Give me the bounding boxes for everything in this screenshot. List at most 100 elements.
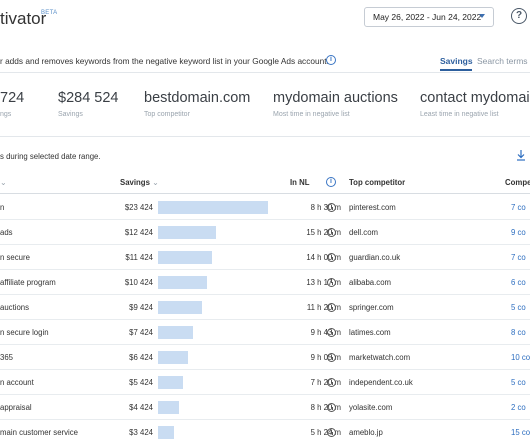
savings-bar — [158, 201, 268, 214]
savings-bar — [158, 226, 216, 239]
in-nl-cell: 8 h 30 m — [310, 203, 341, 212]
column-header-top-competitor[interactable]: Top competitor — [349, 178, 406, 187]
keyword-sort-icon[interactable]: ⌄ — [0, 178, 7, 187]
savings-cell: $11 424 — [125, 253, 153, 262]
app-title: tivator — [0, 9, 47, 28]
clock-icon — [327, 428, 336, 437]
in-nl-cell: 5 h 24 m — [310, 428, 341, 437]
date-range-label: May 26, 2022 - Jun 24, 2022 — [373, 12, 482, 22]
in-nl-cell: 9 h 43 m — [310, 328, 341, 337]
clock-icon — [327, 278, 336, 287]
competitors-count-link[interactable]: 5 co — [511, 303, 526, 312]
competitors-count-link[interactable]: 5 co — [511, 378, 526, 387]
top-competitor-cell: marketwatch.com — [349, 353, 411, 362]
competitors-count-link[interactable]: 7 co — [511, 203, 526, 212]
chevron-down-icon — [479, 14, 485, 18]
savings-bar — [158, 401, 179, 414]
in-nl-cell: 8 h 20 m — [310, 403, 341, 412]
savings-cell: $4 424 — [129, 403, 153, 412]
stat-most-time-label: Most time in negative list — [273, 111, 350, 118]
savings-cell: $3 424 — [129, 428, 153, 437]
clock-icon — [327, 378, 336, 387]
in-nl-cell: 9 h 05 m — [310, 353, 341, 362]
top-competitor-cell: independent.co.uk — [349, 378, 413, 387]
competitors-count-link[interactable]: 6 co — [511, 278, 526, 287]
info-icon[interactable]: i — [326, 55, 336, 65]
stat-least-time-label: Least time in negative list — [420, 111, 499, 118]
info-icon[interactable]: i — [326, 177, 336, 187]
savings-cell: $7 424 — [129, 328, 153, 337]
savings-header-label: Savings — [120, 178, 150, 187]
keyword-cell: main customer service — [0, 428, 78, 437]
help-icon[interactable]: ? — [511, 8, 527, 24]
competitors-count-link[interactable]: 2 co — [511, 403, 526, 412]
top-competitor-cell: pinterest.com — [349, 203, 396, 212]
page-description: r adds and removes keywords from the neg… — [0, 56, 329, 66]
stat-top-competitor-value: bestdomain.com — [144, 90, 251, 106]
keyword-cell: n secure login — [0, 328, 49, 337]
top-competitor-cell: yolasite.com — [349, 403, 393, 412]
stat-least-time-value: contact mydomain — [420, 90, 530, 106]
clock-icon — [327, 328, 336, 337]
in-nl-cell: 15 h 20 m — [306, 228, 341, 237]
keyword-cell: affiliate program — [0, 278, 56, 287]
savings-cell: $9 424 — [129, 303, 153, 312]
table-row[interactable]: n account $5 424 7 h 20 m independent.co.uk… — [0, 370, 530, 395]
range-note: s during selected date range. — [0, 152, 101, 161]
table-row[interactable]: n secure login $7 424 9 h 43 m latimes.com 8… — [0, 320, 530, 345]
clock-icon — [327, 228, 336, 237]
in-nl-cell: 11 h 20 m — [306, 303, 341, 312]
clock-icon — [327, 253, 336, 262]
keyword-cell: appraisal — [0, 403, 32, 412]
clock-icon — [327, 353, 336, 362]
column-header-in-nl[interactable]: In NL — [290, 178, 310, 187]
header-divider — [0, 193, 530, 194]
savings-cell: $10 424 — [124, 278, 153, 287]
table-row[interactable]: main customer service $3 424 5 h 24 m amebl… — [0, 420, 530, 442]
table-row[interactable]: affiliate program $10 424 13 h 17 m alibaba… — [0, 270, 530, 295]
keyword-cell: 365 — [0, 353, 14, 362]
column-header-savings[interactable]: Savings ⌄ — [120, 178, 159, 187]
table-row[interactable]: appraisal $4 424 8 h 20 m yolasite.com 2 co — [0, 395, 530, 420]
table-row[interactable]: auctions $9 424 11 h 20 m springer.com 5 co — [0, 295, 530, 320]
savings-bar — [158, 426, 174, 439]
savings-bar — [158, 251, 212, 264]
top-competitor-cell: latimes.com — [349, 328, 391, 337]
tab-search-terms[interactable]: Search terms — [477, 56, 528, 66]
in-nl-cell: 13 h 17 m — [306, 278, 341, 287]
savings-cell: $23 424 — [124, 203, 153, 212]
competitors-count-link[interactable]: 9 co — [511, 228, 526, 237]
active-tab-indicator — [440, 69, 472, 71]
stat-keywords-label: ngs — [0, 111, 12, 118]
top-competitor-cell: ameblo.jp — [349, 428, 383, 437]
table-row[interactable]: n $23 424 8 h 30 m pinterest.com 7 co — [0, 195, 530, 220]
competitors-count-link[interactable]: 10 co — [511, 353, 530, 362]
in-nl-cell: 14 h 00 m — [306, 253, 341, 262]
stat-savings-value: $284 524 — [58, 90, 119, 106]
tab-savings[interactable]: Savings — [440, 56, 473, 66]
keyword-cell: n — [0, 203, 5, 212]
beta-badge: BETA — [41, 10, 58, 16]
table-row[interactable]: n secure $11 424 14 h 00 m guardian.co.uk 7 … — [0, 245, 530, 270]
table-row[interactable]: 365 $6 424 9 h 05 m marketwatch.com 10 co — [0, 345, 530, 370]
savings-bar — [158, 326, 193, 339]
top-competitor-cell: guardian.co.uk — [349, 253, 401, 262]
table-row[interactable]: ads $12 424 15 h 20 m dell.com 9 co — [0, 220, 530, 245]
competitors-count-link[interactable]: 15 co — [511, 428, 530, 437]
stat-top-competitor-label: Top competitor — [144, 111, 190, 118]
in-nl-cell: 7 h 20 m — [310, 378, 341, 387]
download-icon[interactable] — [516, 149, 526, 161]
column-header-competitors[interactable]: Compe — [505, 178, 530, 187]
clock-icon — [327, 203, 336, 212]
savings-cell: $12 424 — [124, 228, 153, 237]
clock-icon — [327, 403, 336, 412]
competitors-count-link[interactable]: 8 co — [511, 328, 526, 337]
top-competitor-cell: alibaba.com — [349, 278, 392, 287]
keyword-cell: ads — [0, 228, 13, 237]
competitors-count-link[interactable]: 7 co — [511, 253, 526, 262]
savings-bar — [158, 276, 207, 289]
savings-bar — [158, 351, 188, 364]
date-range-picker[interactable]: May 26, 2022 - Jun 24, 2022 — [364, 7, 494, 27]
stat-most-time-value: mydomain auctions — [273, 90, 398, 106]
savings-bar — [158, 301, 202, 314]
